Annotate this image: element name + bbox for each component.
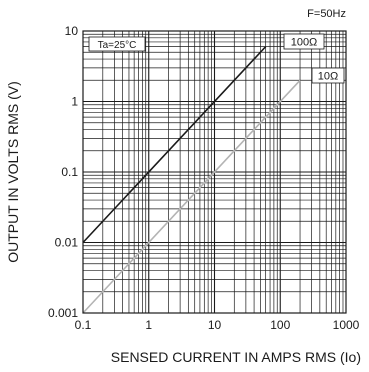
legend-10-ohm-label: 10Ω <box>318 71 338 83</box>
y-tick-label: 0.1 <box>61 165 78 179</box>
y-tick-label: 1 <box>71 95 78 109</box>
x-tick-label: 10 <box>208 318 222 332</box>
x-tick-label: 0.1 <box>75 318 92 332</box>
annotation-temperature-box <box>88 36 146 52</box>
y-axis-label: OUTPUT IN VOLTS RMS (V) <box>5 81 21 263</box>
x-tick-label: 100 <box>270 318 290 332</box>
legend-10-ohm-box <box>311 67 345 84</box>
y-tick-label: 10 <box>65 24 79 38</box>
x-axis-label: SENSED CURRENT IN AMPS RMS (Io) <box>111 349 361 365</box>
series-line-100-ohm <box>82 46 267 244</box>
annotation-frequency: F=50Hz <box>307 8 346 20</box>
legend-100-ohm-box <box>283 33 325 50</box>
tick-labels: 0.1 1 10 100 1000 0.001 0.01 0.1 1 10 <box>48 24 360 332</box>
series-line-10-ohm <box>82 79 301 314</box>
plot-frame <box>82 30 347 314</box>
x-tick-label: 1000 <box>333 318 360 332</box>
legend-100-ohm-label: 100Ω <box>291 37 318 49</box>
series-lines <box>82 46 301 314</box>
y-tick-label: 0.001 <box>48 306 78 320</box>
y-tick-label: 0.01 <box>55 236 79 250</box>
x-tick-label: 1 <box>145 318 152 332</box>
annotation-temperature: Ta=25°C <box>98 40 137 51</box>
